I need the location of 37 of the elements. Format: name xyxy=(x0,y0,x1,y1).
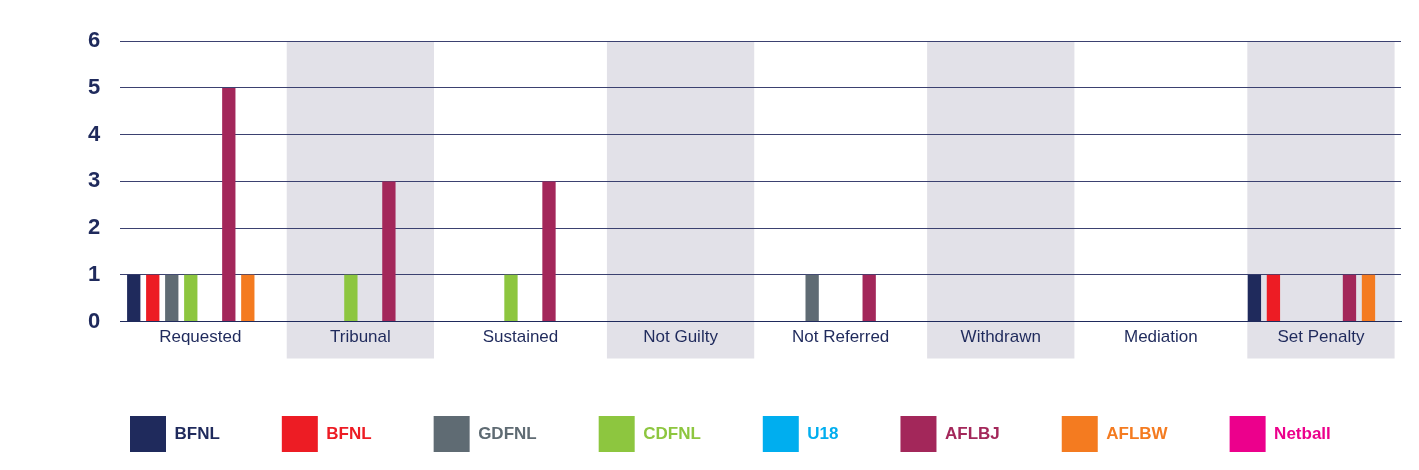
y-tick-label: 6 xyxy=(87,27,101,53)
bar xyxy=(805,274,819,322)
x-tick-label: Mediation xyxy=(1124,327,1198,347)
bar xyxy=(1361,274,1376,322)
legend-label: CDFNL xyxy=(643,423,701,443)
bar xyxy=(344,274,358,322)
x-tick-label: Sustained xyxy=(482,327,559,347)
legend-label: Netball xyxy=(1274,423,1331,443)
legend-label: GDFNL xyxy=(478,423,537,443)
bar xyxy=(382,181,396,322)
y-tick-label: 2 xyxy=(87,214,101,240)
bar xyxy=(241,274,255,322)
y-tick-label: 3 xyxy=(87,167,101,193)
bar xyxy=(542,181,556,322)
legend-label: AFLBW xyxy=(1106,423,1169,443)
bar xyxy=(1266,274,1281,322)
legend-label: AFLBJ xyxy=(944,423,1000,443)
x-tick-label: Requested xyxy=(159,327,242,347)
x-tick-label: Not Guilty xyxy=(643,327,719,347)
y-tick-label: 5 xyxy=(87,74,101,99)
bar xyxy=(504,274,518,322)
bar xyxy=(1342,274,1357,322)
bar xyxy=(184,274,198,322)
legend-label: BFNL xyxy=(174,423,220,443)
y-tick-label: 0 xyxy=(87,307,101,333)
x-tick-label: Not Referred xyxy=(792,327,890,347)
legend-label: U18 xyxy=(807,423,839,443)
y-tick-label: 4 xyxy=(87,120,101,146)
x-tick-label: Withdrawn xyxy=(960,327,1041,347)
bar xyxy=(862,274,876,322)
bar xyxy=(222,87,236,322)
legend-label: BFNL xyxy=(326,423,372,443)
y-tick-label: 1 xyxy=(87,260,101,286)
bar xyxy=(146,274,160,322)
x-tick-label: Set Penalty xyxy=(1277,327,1365,347)
x-tick-label: Tribunal xyxy=(329,327,391,347)
bar xyxy=(165,274,179,322)
